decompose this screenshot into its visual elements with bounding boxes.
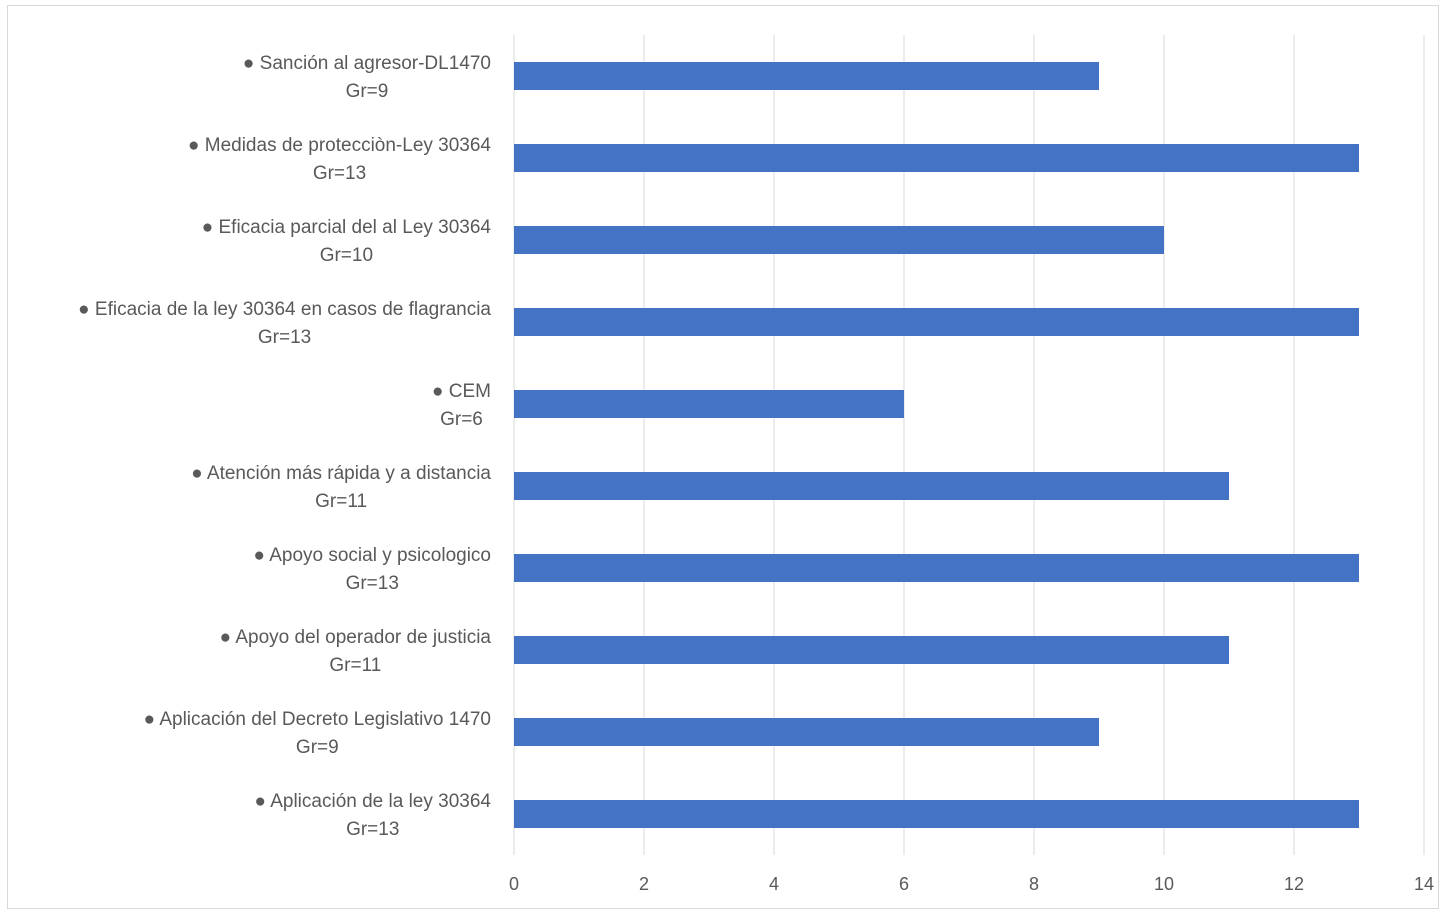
- bar: [514, 144, 1359, 172]
- bars: [514, 62, 1359, 828]
- category-group-count: Gr=9: [346, 81, 389, 102]
- category-label: ● CEM: [432, 381, 491, 402]
- x-tick-label: 14: [1414, 874, 1434, 894]
- category-label: ● Eficacia parcial del al Ley 30364: [202, 217, 492, 238]
- x-tick-label: 0: [509, 874, 519, 894]
- category-label: ● Atención más rápida y a distancia: [191, 463, 491, 484]
- category-label: ● Apoyo social y psicologico: [254, 545, 492, 566]
- category-group-count: Gr=13: [346, 573, 399, 594]
- category-group-count: Gr=13: [346, 819, 399, 840]
- category-group-count: Gr=13: [258, 327, 311, 348]
- category-labels: ● Sanción al agresor-DL1470 Gr=9 ● Medidas…: [78, 53, 491, 840]
- category-group-count: Gr=9: [296, 737, 339, 758]
- x-tick-label: 12: [1284, 874, 1304, 894]
- category-group-count: Gr=11: [329, 655, 381, 676]
- category-label: ● Medidas de protecciòn-Ley 30364: [188, 135, 491, 156]
- category-label: ● Eficacia de la ley 30364 en casos de f…: [78, 299, 491, 320]
- category-label: ● Apoyo del operador de justicia: [220, 627, 492, 648]
- bar: [514, 226, 1164, 254]
- bar: [514, 390, 904, 418]
- x-tick-label: 8: [1029, 874, 1039, 894]
- bar: [514, 800, 1359, 828]
- x-axis-tick-labels: 0 2 4 6 8 10 12 14: [509, 874, 1434, 894]
- category-label: ● Sanción al agresor-DL1470: [243, 53, 491, 74]
- bar: [514, 308, 1359, 336]
- bar: [514, 472, 1229, 500]
- bar: [514, 718, 1099, 746]
- x-tick-label: 6: [899, 874, 909, 894]
- category-label: ● Aplicación de la ley 30364: [255, 791, 492, 812]
- x-tick-label: 10: [1154, 874, 1174, 894]
- category-group-count: Gr=10: [320, 245, 373, 266]
- bar: [514, 62, 1099, 90]
- category-group-count: Gr=11: [315, 491, 367, 512]
- x-tick-label: 4: [769, 874, 779, 894]
- bar: [514, 554, 1359, 582]
- category-group-count: Gr=13: [313, 163, 366, 184]
- x-tick-label: 2: [639, 874, 649, 894]
- category-label: ● Aplicación del Decreto Legislativo 147…: [144, 709, 491, 730]
- bar: [514, 636, 1229, 664]
- category-group-count: Gr=6: [440, 409, 483, 430]
